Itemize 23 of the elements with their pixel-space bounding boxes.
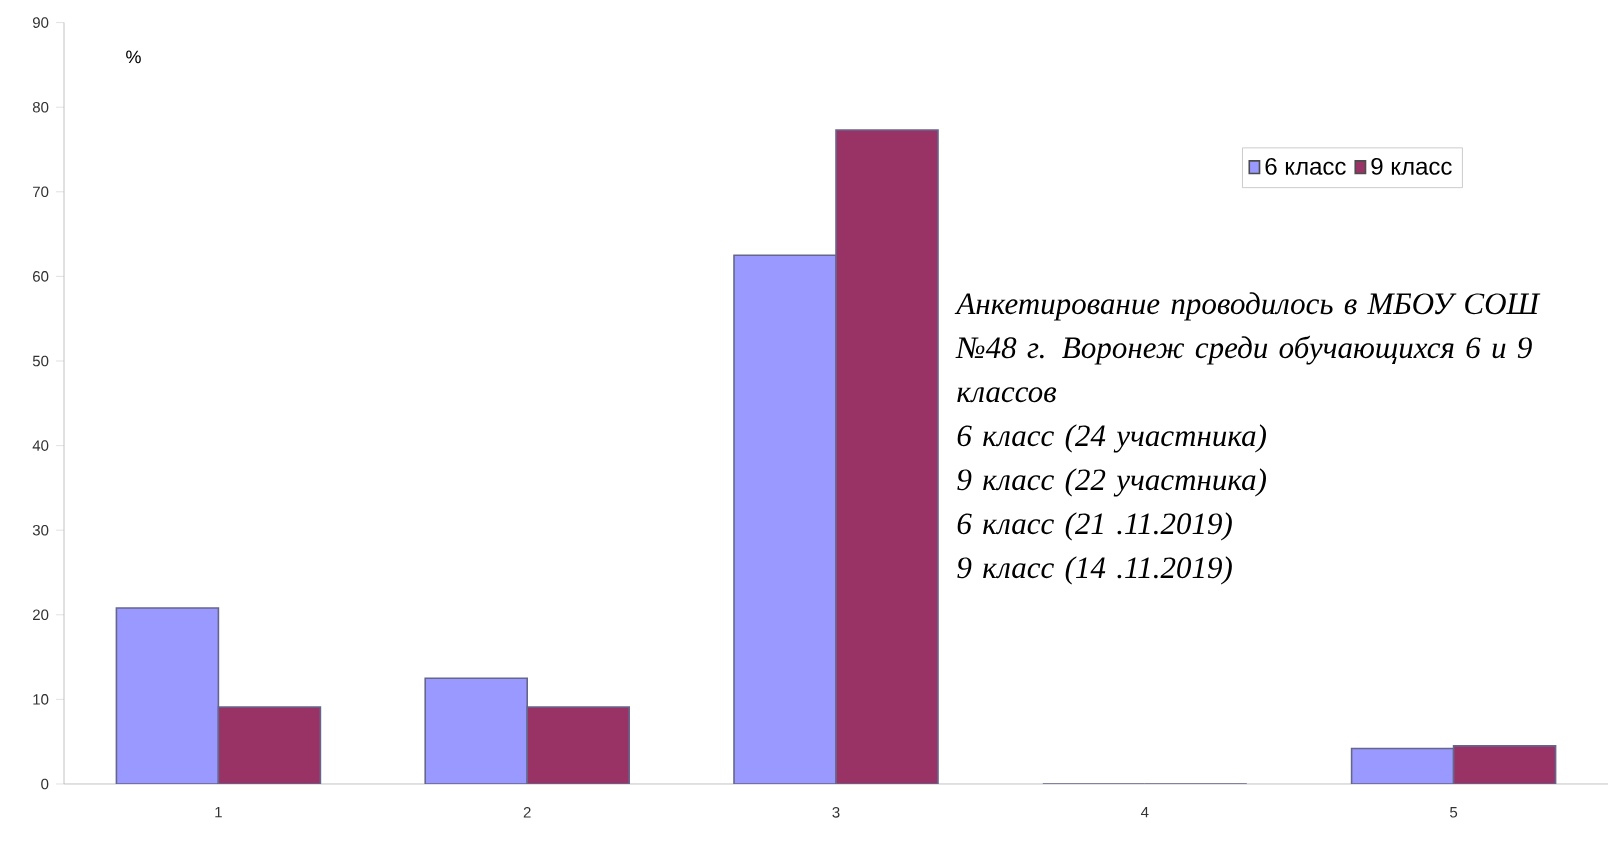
legend-label: 6 класс bbox=[1265, 157, 1346, 175]
x-tick-label: 3 bbox=[832, 807, 840, 818]
y-tick-label: 30 bbox=[32, 524, 49, 536]
y-tick-label: 70 bbox=[33, 186, 49, 198]
x-tick-label: 1 bbox=[215, 807, 222, 818]
annotation: 9 класс (22 участника) bbox=[957, 468, 1266, 497]
y-axis-title: % bbox=[126, 50, 141, 64]
y-tick-label: 20 bbox=[33, 609, 49, 621]
y-tick-label: 50 bbox=[32, 355, 49, 367]
annotation: 6 класс (24 участника) bbox=[957, 424, 1266, 453]
legend-label: 9 класс bbox=[1371, 157, 1452, 175]
y-tick-label: 60 bbox=[33, 271, 49, 282]
annotation: 6 класс (21 .11.2019) bbox=[957, 512, 1232, 541]
y-tick-label: 0 bbox=[41, 778, 49, 790]
x-tick-label: 5 bbox=[1450, 807, 1458, 818]
y-tick-label: 80 bbox=[32, 101, 49, 113]
y-tick-label: 10 bbox=[33, 694, 49, 705]
y-tick-label: 40 bbox=[32, 440, 49, 451]
annotation: 9 класс (14 .11.2019) bbox=[957, 556, 1232, 585]
y-tick-label: 90 bbox=[32, 17, 49, 28]
annotation: Анкетирование проводилось в МБОУ СОШ №48 г. Воронеж среди обучающихся 6 и 9 классов bbox=[954, 292, 1541, 403]
x-tick-label: 2 bbox=[523, 807, 531, 818]
x-tick-label: 4 bbox=[1140, 807, 1149, 818]
